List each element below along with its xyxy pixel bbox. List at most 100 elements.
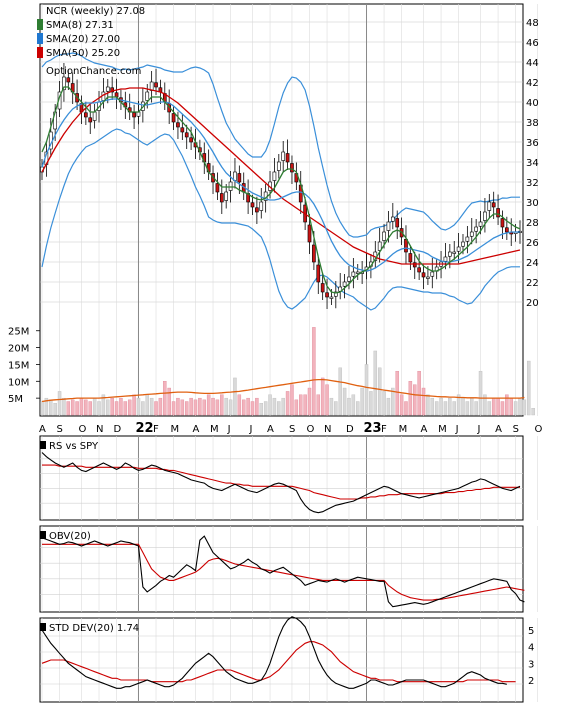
volume-bar [141,401,145,416]
x-tick-label: J [248,424,252,435]
legend-ncr: NCR (weekly) 27.08 [46,6,145,17]
volume-bar [198,397,202,416]
candle-body [154,82,158,88]
price-tick-label: 34 [526,158,539,169]
rs-label-group: RS vs SPY [40,441,99,452]
candle-body [478,221,483,227]
price-tick-label: 32 [526,178,539,189]
volume-bar [202,399,206,416]
volume-bar [110,397,114,416]
volume-bar [478,370,483,416]
x-tick-label: S [513,424,519,435]
candle-body [189,137,193,143]
candle-body [237,173,242,183]
volume-bar [426,394,430,416]
volume-bar [329,397,334,416]
volume-bar [356,401,360,416]
price-tick-label: 22 [526,278,539,289]
volume-bar [522,399,527,416]
candle-body [496,208,500,218]
candle-body [285,153,290,163]
volume-bar [290,384,294,416]
volume-bar [171,401,176,416]
volume-bar [233,377,237,416]
rs-label-swatch [40,441,46,449]
price-legend: NCR (weekly) 27.08 SMA(8) 27.31 SMA(20) … [37,6,145,77]
x-tick-label: J [455,424,459,435]
volume-bar [465,401,470,416]
volume-bar [500,401,505,416]
candle-body [224,191,229,201]
volume-bar [193,399,198,416]
x-tick-label: O [78,424,86,435]
candle-body [325,292,329,298]
volume-bar [228,399,233,416]
candle-body [412,262,417,268]
legend-sma20: SMA(20) 27.00 [46,34,120,45]
candle-body [184,132,189,138]
candle-body [180,127,185,133]
x-tick-label: M [210,424,219,435]
volume-bar [456,394,461,416]
volume-bar [66,401,71,416]
x-tick-label: S [57,424,63,435]
volume-bar [307,387,312,416]
volume-bar [360,387,364,416]
volume-bar [106,399,110,416]
candle-body [430,271,435,277]
volume-bar [44,397,49,416]
volume-bar [496,397,500,416]
x-tick-label: A [39,424,46,435]
price-tick-label: 26 [526,238,539,249]
candle-body [355,271,360,274]
candle-body [426,276,430,279]
volume-bars [40,327,535,416]
std-tick-label: 5 [528,626,534,637]
price-tick-label: 24 [526,258,539,269]
volume-bar [443,401,448,416]
sma50-line [41,87,521,265]
volume-bar [75,401,79,416]
volume-bar [167,387,171,416]
volume-bar [127,399,132,416]
volume-tick-label: 15M [8,360,29,371]
volume-bar [114,401,119,416]
candle-body [88,117,93,123]
x-tick-label: F [381,424,387,435]
volume-bar [505,394,509,416]
volume-bar [281,397,285,416]
candle-body [395,218,400,228]
volume-bar [421,387,426,416]
volume-bar [439,397,443,416]
volume-bar [518,397,522,416]
volume-bar [154,401,158,416]
candle-body [92,111,97,121]
volume-bar [285,391,290,416]
candle-body [487,201,492,211]
rs-panel-frame [39,435,524,521]
volume-bar [461,397,465,416]
price-tick-label: 20 [526,298,539,309]
price-tick-label: 30 [526,198,539,209]
x-tick-label: M [438,424,447,435]
x-tick-label: N [324,424,331,435]
candle-body [469,231,474,237]
volume-bar [417,370,421,416]
candle-body [342,281,347,287]
candle-body [456,246,461,252]
volume-bar [237,394,242,416]
x-tick-label: A [192,424,199,435]
price-tick-label: 36 [526,138,539,149]
volume-bar [92,397,97,416]
std-tick-label: 4 [528,643,534,654]
legend-sma8: SMA(8) 27.31 [46,20,114,31]
candle-body [386,221,391,231]
volume-bar [470,397,474,416]
volume-bar [88,401,92,416]
price-tick-label: 44 [526,58,539,69]
candle-body [145,91,150,101]
volume-bar [241,399,246,416]
volume-bar [320,377,325,416]
